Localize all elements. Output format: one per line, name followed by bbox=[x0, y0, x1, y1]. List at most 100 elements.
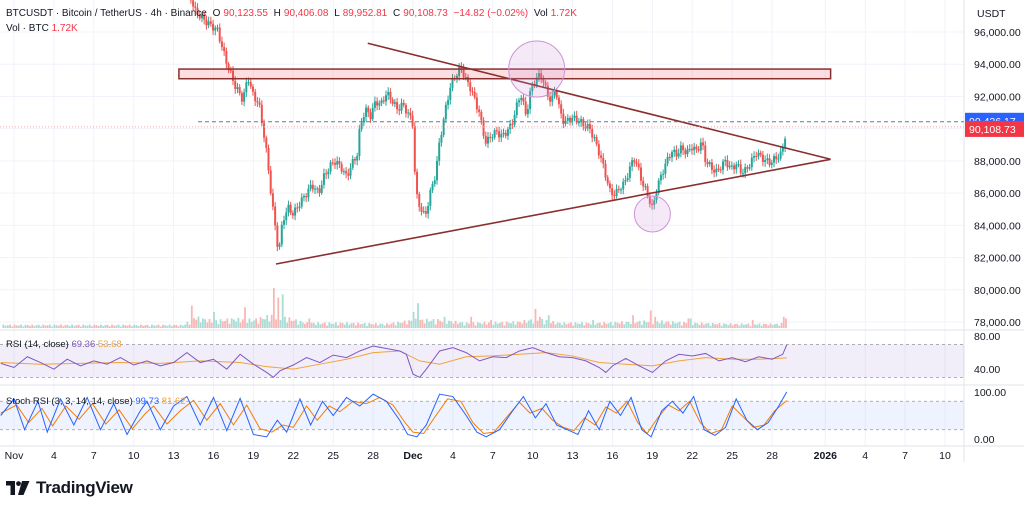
tradingview-logo-icon bbox=[6, 481, 30, 495]
tradingview-logo[interactable]: TradingView bbox=[6, 478, 133, 498]
volume-bar bbox=[20, 324, 22, 328]
volume-bar bbox=[73, 325, 76, 328]
candle-body bbox=[544, 82, 547, 86]
candle-body bbox=[635, 162, 638, 164]
volume-bar bbox=[77, 324, 80, 328]
low-label: L bbox=[334, 8, 340, 19]
rsi-ma-value: 53.68 bbox=[97, 339, 122, 350]
candle-body bbox=[473, 91, 476, 98]
rsi-pane-label[interactable]: RSI (14, close) 69.36 53.68 bbox=[6, 339, 122, 350]
volume-bar bbox=[259, 317, 262, 328]
volume-bar bbox=[492, 324, 495, 328]
candle-body bbox=[486, 136, 489, 144]
candle-body bbox=[218, 27, 221, 42]
candle-body bbox=[192, 0, 195, 7]
candle-body bbox=[305, 196, 308, 198]
candle-body bbox=[537, 73, 540, 78]
volume-bar bbox=[15, 325, 18, 328]
candle-body bbox=[593, 137, 596, 139]
candle-body bbox=[498, 131, 501, 138]
volume-bar bbox=[155, 325, 158, 328]
volume-bar bbox=[151, 324, 153, 328]
candle-body bbox=[455, 75, 458, 79]
candle-body bbox=[367, 107, 370, 113]
candle-body bbox=[622, 181, 625, 190]
volume-bar bbox=[312, 322, 315, 328]
candle-body bbox=[467, 76, 470, 83]
volume-bar bbox=[572, 325, 575, 328]
candle-body bbox=[271, 193, 274, 207]
candle-body bbox=[243, 92, 246, 102]
volume-bar bbox=[523, 320, 526, 328]
open-value: 90,123.55 bbox=[223, 8, 268, 19]
time-axis-tick: 7 bbox=[902, 450, 908, 462]
candle-body bbox=[604, 163, 607, 178]
candle-body bbox=[580, 119, 583, 123]
candle-body bbox=[327, 171, 330, 175]
candle-body bbox=[506, 129, 509, 136]
candle-body bbox=[214, 27, 217, 31]
volume-bar bbox=[505, 321, 508, 328]
volume-bar bbox=[13, 324, 16, 328]
volume-bar bbox=[490, 320, 493, 328]
volume-bar bbox=[188, 324, 191, 328]
volume-bar bbox=[352, 322, 355, 328]
volume-bar bbox=[204, 319, 207, 328]
volume-bar bbox=[315, 324, 317, 328]
volume-bar bbox=[37, 324, 40, 328]
time-axis-tick: 28 bbox=[766, 450, 778, 462]
time-axis-tick: 10 bbox=[939, 450, 951, 462]
volume-bar bbox=[197, 316, 200, 328]
volume-bar bbox=[111, 324, 113, 328]
volume-bar bbox=[474, 325, 477, 328]
candle-body bbox=[291, 212, 294, 216]
volume-bar bbox=[711, 322, 714, 328]
volume-bar bbox=[614, 321, 617, 328]
candle-body bbox=[710, 162, 713, 170]
volume-bar bbox=[162, 324, 164, 328]
volume-bar bbox=[516, 321, 519, 328]
candle-body bbox=[376, 101, 379, 106]
candle-body bbox=[404, 105, 407, 114]
volume-bar bbox=[652, 324, 654, 328]
volume-bar bbox=[558, 322, 561, 328]
volume-bar bbox=[144, 325, 147, 328]
volume-bar bbox=[660, 320, 663, 328]
volume-bar bbox=[319, 324, 322, 328]
volume-row-label[interactable]: Vol · BTC bbox=[6, 23, 49, 34]
candle-body bbox=[402, 102, 405, 106]
volume-bar bbox=[674, 323, 677, 328]
volume-bar bbox=[512, 321, 515, 328]
candle-body bbox=[693, 146, 696, 151]
volume-bar bbox=[221, 321, 224, 328]
volume-bar bbox=[168, 324, 171, 328]
trendline-upper bbox=[367, 42, 831, 161]
volume-bar bbox=[142, 325, 144, 328]
volume-bar bbox=[60, 324, 62, 328]
volume-bar bbox=[689, 318, 692, 328]
volume-bar bbox=[470, 316, 473, 328]
volume-bar bbox=[765, 323, 767, 328]
candle-body bbox=[531, 83, 534, 92]
candle-body bbox=[781, 147, 784, 152]
volume-bar bbox=[119, 326, 122, 328]
candle-body bbox=[666, 156, 669, 164]
stoch-rsi-pane-label[interactable]: Stoch RSI (3, 3, 14, 14, close) 99.73 81… bbox=[6, 396, 186, 407]
candle-body bbox=[251, 86, 254, 92]
volume-bar bbox=[536, 320, 539, 328]
vol-value: 1.72K bbox=[550, 8, 577, 19]
candle-body bbox=[245, 82, 248, 93]
volume-bar bbox=[459, 322, 461, 328]
volume-bar bbox=[290, 320, 293, 328]
volume-bar bbox=[594, 324, 597, 328]
symbol-title[interactable]: BTCUSDT · Bitcoin / TetherUS · 4h · Bina… bbox=[6, 8, 207, 19]
price-axis-tick: 80,000.00 bbox=[974, 285, 1021, 297]
volume-bar bbox=[11, 326, 14, 328]
volume-bar bbox=[359, 324, 362, 328]
volume-bar bbox=[428, 321, 430, 328]
candle-body bbox=[334, 162, 337, 165]
candle-body bbox=[582, 119, 585, 126]
candle-body bbox=[318, 188, 321, 193]
volume-bar bbox=[621, 321, 623, 328]
